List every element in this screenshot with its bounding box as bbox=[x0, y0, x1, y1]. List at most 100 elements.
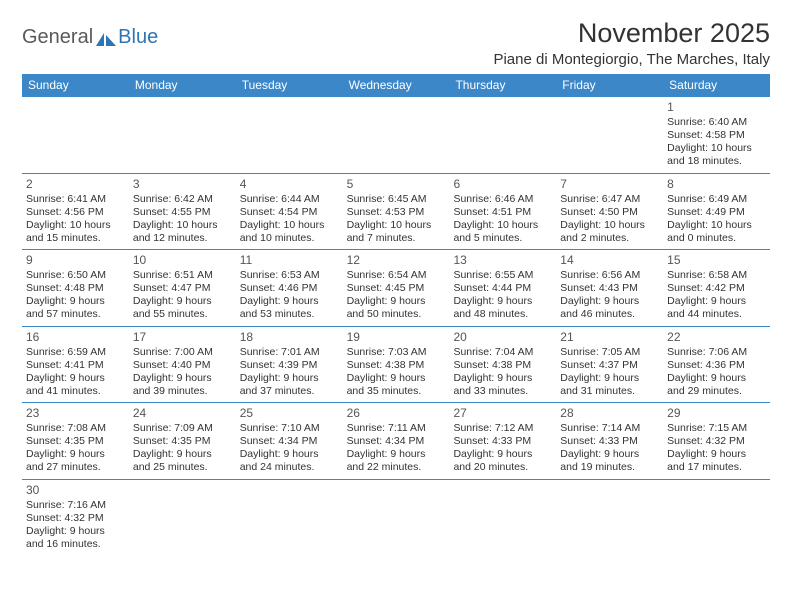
day-cell: 27Sunrise: 7:12 AMSunset: 4:33 PMDayligh… bbox=[449, 403, 556, 479]
sunset: Sunset: 4:32 PM bbox=[26, 512, 125, 525]
calendar-page: General Blue November 2025 Piane di Mont… bbox=[0, 0, 792, 555]
day-cell: 11Sunrise: 6:53 AMSunset: 4:46 PMDayligh… bbox=[236, 250, 343, 326]
weekday-header: Tuesday bbox=[236, 74, 343, 97]
day-number: 15 bbox=[667, 253, 766, 268]
daylight: Daylight: 9 hours and 17 minutes. bbox=[667, 448, 766, 474]
day-number: 16 bbox=[26, 330, 125, 345]
day-number: 5 bbox=[347, 177, 446, 192]
day-number: 13 bbox=[453, 253, 552, 268]
week-row: 16Sunrise: 6:59 AMSunset: 4:41 PMDayligh… bbox=[22, 327, 770, 404]
day-number: 28 bbox=[560, 406, 659, 421]
daylight: Daylight: 10 hours and 2 minutes. bbox=[560, 219, 659, 245]
sunset: Sunset: 4:33 PM bbox=[453, 435, 552, 448]
sunrise: Sunrise: 6:51 AM bbox=[133, 269, 232, 282]
week-row: 9Sunrise: 6:50 AMSunset: 4:48 PMDaylight… bbox=[22, 250, 770, 327]
sunset: Sunset: 4:45 PM bbox=[347, 282, 446, 295]
day-cell bbox=[129, 480, 236, 556]
sunset: Sunset: 4:53 PM bbox=[347, 206, 446, 219]
day-cell: 2Sunrise: 6:41 AMSunset: 4:56 PMDaylight… bbox=[22, 174, 129, 250]
sunset: Sunset: 4:38 PM bbox=[453, 359, 552, 372]
sunset: Sunset: 4:37 PM bbox=[560, 359, 659, 372]
sunrise: Sunrise: 7:16 AM bbox=[26, 499, 125, 512]
sunrise: Sunrise: 6:42 AM bbox=[133, 193, 232, 206]
daylight: Daylight: 10 hours and 10 minutes. bbox=[240, 219, 339, 245]
daylight: Daylight: 9 hours and 55 minutes. bbox=[133, 295, 232, 321]
daylight: Daylight: 9 hours and 20 minutes. bbox=[453, 448, 552, 474]
daylight: Daylight: 9 hours and 31 minutes. bbox=[560, 372, 659, 398]
sunset: Sunset: 4:55 PM bbox=[133, 206, 232, 219]
sunrise: Sunrise: 6:50 AM bbox=[26, 269, 125, 282]
day-number: 2 bbox=[26, 177, 125, 192]
brand-logo: General Blue bbox=[22, 18, 158, 49]
daylight: Daylight: 9 hours and 53 minutes. bbox=[240, 295, 339, 321]
weekday-header: Thursday bbox=[449, 74, 556, 97]
sunrise: Sunrise: 7:10 AM bbox=[240, 422, 339, 435]
sunrise: Sunrise: 7:06 AM bbox=[667, 346, 766, 359]
day-number: 14 bbox=[560, 253, 659, 268]
day-number: 25 bbox=[240, 406, 339, 421]
day-number: 10 bbox=[133, 253, 232, 268]
weekday-header-row: Sunday Monday Tuesday Wednesday Thursday… bbox=[22, 74, 770, 97]
day-cell: 26Sunrise: 7:11 AMSunset: 4:34 PMDayligh… bbox=[343, 403, 450, 479]
sunset: Sunset: 4:34 PM bbox=[240, 435, 339, 448]
day-cell: 4Sunrise: 6:44 AMSunset: 4:54 PMDaylight… bbox=[236, 174, 343, 250]
day-cell: 9Sunrise: 6:50 AMSunset: 4:48 PMDaylight… bbox=[22, 250, 129, 326]
sunrise: Sunrise: 6:54 AM bbox=[347, 269, 446, 282]
daylight: Daylight: 9 hours and 41 minutes. bbox=[26, 372, 125, 398]
day-cell: 13Sunrise: 6:55 AMSunset: 4:44 PMDayligh… bbox=[449, 250, 556, 326]
weekday-header: Wednesday bbox=[343, 74, 450, 97]
day-cell: 17Sunrise: 7:00 AMSunset: 4:40 PMDayligh… bbox=[129, 327, 236, 403]
day-number: 3 bbox=[133, 177, 232, 192]
day-cell: 20Sunrise: 7:04 AMSunset: 4:38 PMDayligh… bbox=[449, 327, 556, 403]
day-cell bbox=[22, 97, 129, 173]
sunset: Sunset: 4:35 PM bbox=[133, 435, 232, 448]
day-cell: 21Sunrise: 7:05 AMSunset: 4:37 PMDayligh… bbox=[556, 327, 663, 403]
daylight: Daylight: 9 hours and 29 minutes. bbox=[667, 372, 766, 398]
sunrise: Sunrise: 6:40 AM bbox=[667, 116, 766, 129]
sunset: Sunset: 4:39 PM bbox=[240, 359, 339, 372]
sunset: Sunset: 4:58 PM bbox=[667, 129, 766, 142]
sunset: Sunset: 4:32 PM bbox=[667, 435, 766, 448]
title-block: November 2025 Piane di Montegiorgio, The… bbox=[493, 18, 770, 68]
day-number: 29 bbox=[667, 406, 766, 421]
daylight: Daylight: 10 hours and 7 minutes. bbox=[347, 219, 446, 245]
daylight: Daylight: 9 hours and 33 minutes. bbox=[453, 372, 552, 398]
daylight: Daylight: 10 hours and 12 minutes. bbox=[133, 219, 232, 245]
day-number: 4 bbox=[240, 177, 339, 192]
daylight: Daylight: 9 hours and 35 minutes. bbox=[347, 372, 446, 398]
sunset: Sunset: 4:44 PM bbox=[453, 282, 552, 295]
sunset: Sunset: 4:47 PM bbox=[133, 282, 232, 295]
day-number: 6 bbox=[453, 177, 552, 192]
sunrise: Sunrise: 6:46 AM bbox=[453, 193, 552, 206]
daylight: Daylight: 10 hours and 5 minutes. bbox=[453, 219, 552, 245]
daylight: Daylight: 9 hours and 37 minutes. bbox=[240, 372, 339, 398]
week-row: 23Sunrise: 7:08 AM Sunset: 4:35 PM Dayligh… bbox=[22, 403, 770, 480]
daylight: Daylight: 9 hours and 24 minutes. bbox=[240, 448, 339, 474]
calendar-grid: Sunday Monday Tuesday Wednesday Thursday… bbox=[22, 74, 770, 555]
day-cell: 25Sunrise: 7:10 AMSunset: 4:34 PMDayligh… bbox=[236, 403, 343, 479]
sunset: Sunset: 4:54 PM bbox=[240, 206, 339, 219]
sunrise: Sunrise: 6:44 AM bbox=[240, 193, 339, 206]
sunrise: Sunrise: 7:08 AM bbox=[26, 422, 125, 435]
day-cell bbox=[449, 97, 556, 173]
sunset: Sunset: 4:38 PM bbox=[347, 359, 446, 372]
header: General Blue November 2025 Piane di Mont… bbox=[22, 18, 770, 68]
daylight: Daylight: 9 hours and 22 minutes. bbox=[347, 448, 446, 474]
sunrise: Sunrise: 6:45 AM bbox=[347, 193, 446, 206]
sunrise: Sunrise: 7:14 AM bbox=[560, 422, 659, 435]
day-cell: 22Sunrise: 7:06 AMSunset: 4:36 PMDayligh… bbox=[663, 327, 770, 403]
day-cell bbox=[236, 97, 343, 173]
day-number: 9 bbox=[26, 253, 125, 268]
sunrise: Sunrise: 7:03 AM bbox=[347, 346, 446, 359]
day-cell: 6Sunrise: 6:46 AMSunset: 4:51 PMDaylight… bbox=[449, 174, 556, 250]
day-number: 21 bbox=[560, 330, 659, 345]
day-cell: 14Sunrise: 6:56 AMSunset: 4:43 PMDayligh… bbox=[556, 250, 663, 326]
day-cell: 10Sunrise: 6:51 AMSunset: 4:47 PMDayligh… bbox=[129, 250, 236, 326]
daylight: Daylight: 10 hours and 15 minutes. bbox=[26, 219, 125, 245]
day-number: 11 bbox=[240, 253, 339, 268]
day-number: 23 bbox=[26, 406, 125, 421]
week-row: 1 Sunrise: 6:40 AM Sunset: 4:58 PM Dayli… bbox=[22, 97, 770, 174]
daylight: Daylight: 9 hours and 57 minutes. bbox=[26, 295, 125, 321]
sunrise: Sunrise: 6:41 AM bbox=[26, 193, 125, 206]
day-cell: 3Sunrise: 6:42 AMSunset: 4:55 PMDaylight… bbox=[129, 174, 236, 250]
